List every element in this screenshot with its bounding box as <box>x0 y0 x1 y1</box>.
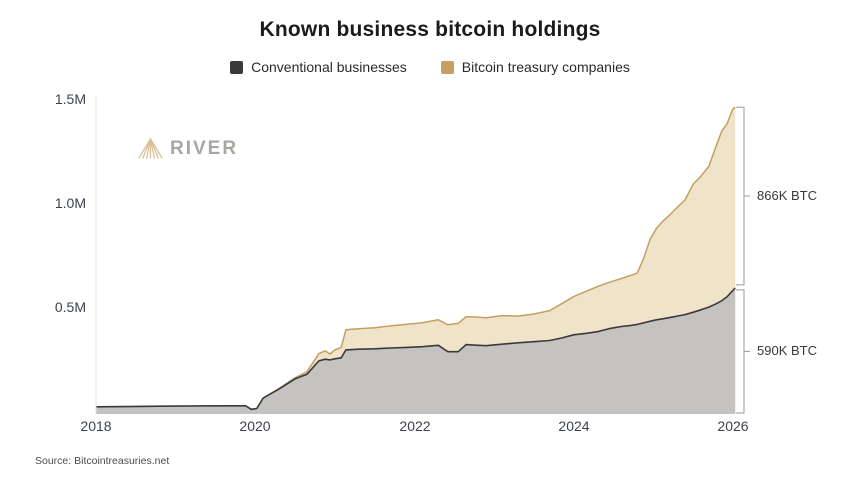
legend: Conventional businesses Bitcoin treasury… <box>0 59 860 75</box>
x-axis-tick-label-2018: 2018 <box>80 418 112 434</box>
legend-swatch-treasury <box>440 60 454 74</box>
y-axis-tick-label-0-5m: 0.5M <box>54 299 86 315</box>
conventional-bracket <box>736 289 750 414</box>
x-axis-tick-label-2024: 2024 <box>558 418 590 434</box>
x-axis-tick-label-2022: 2022 <box>399 418 431 434</box>
page-title: Known business bitcoin holdings <box>259 18 601 41</box>
river-logo-text: RIVER <box>170 137 239 159</box>
conventional-area <box>96 287 736 414</box>
annotation-conventional-total: 590K BTC <box>757 343 817 359</box>
river-mountain-icon <box>138 138 163 159</box>
x-axis-tick-label-2026: 2026 <box>717 418 749 434</box>
treasury-bracket <box>736 106 750 286</box>
y-axis-tick-label-1-0m: 1.0M <box>54 195 86 211</box>
x-axis-tick-label-2020: 2020 <box>239 418 271 434</box>
conventional-line <box>95 287 736 411</box>
annotation-treasury-total: 866K BTC <box>757 188 817 204</box>
river-logo: RIVER <box>138 136 238 161</box>
legend-label-conventional: Conventional businesses <box>251 59 407 75</box>
legend-label-treasury: Bitcoin treasury companies <box>461 59 630 75</box>
legend-item-conventional: Conventional businesses <box>230 59 407 75</box>
source-note: Source: Bitcointreasuries.net <box>35 455 170 467</box>
y-axis-tick-label-1-5m: 1.5M <box>54 91 86 107</box>
legend-swatch-conventional <box>230 60 244 74</box>
legend-item-treasury: Bitcoin treasury companies <box>440 59 630 75</box>
